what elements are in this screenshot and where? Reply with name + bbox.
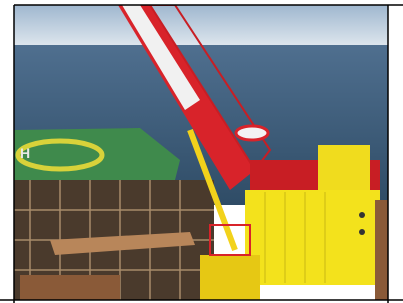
photo-frame: H — [0, 0, 403, 303]
porthole — [359, 212, 365, 218]
crane-pedestal — [200, 255, 260, 300]
deck-floor — [20, 275, 120, 300]
photo: H — [14, 5, 388, 300]
platform-edge — [375, 200, 388, 300]
crane-cab — [318, 145, 370, 195]
helideck-mark: H — [20, 145, 30, 161]
windsock — [236, 126, 268, 140]
porthole — [359, 229, 365, 235]
sky — [14, 5, 388, 47]
page: H — [0, 0, 403, 303]
